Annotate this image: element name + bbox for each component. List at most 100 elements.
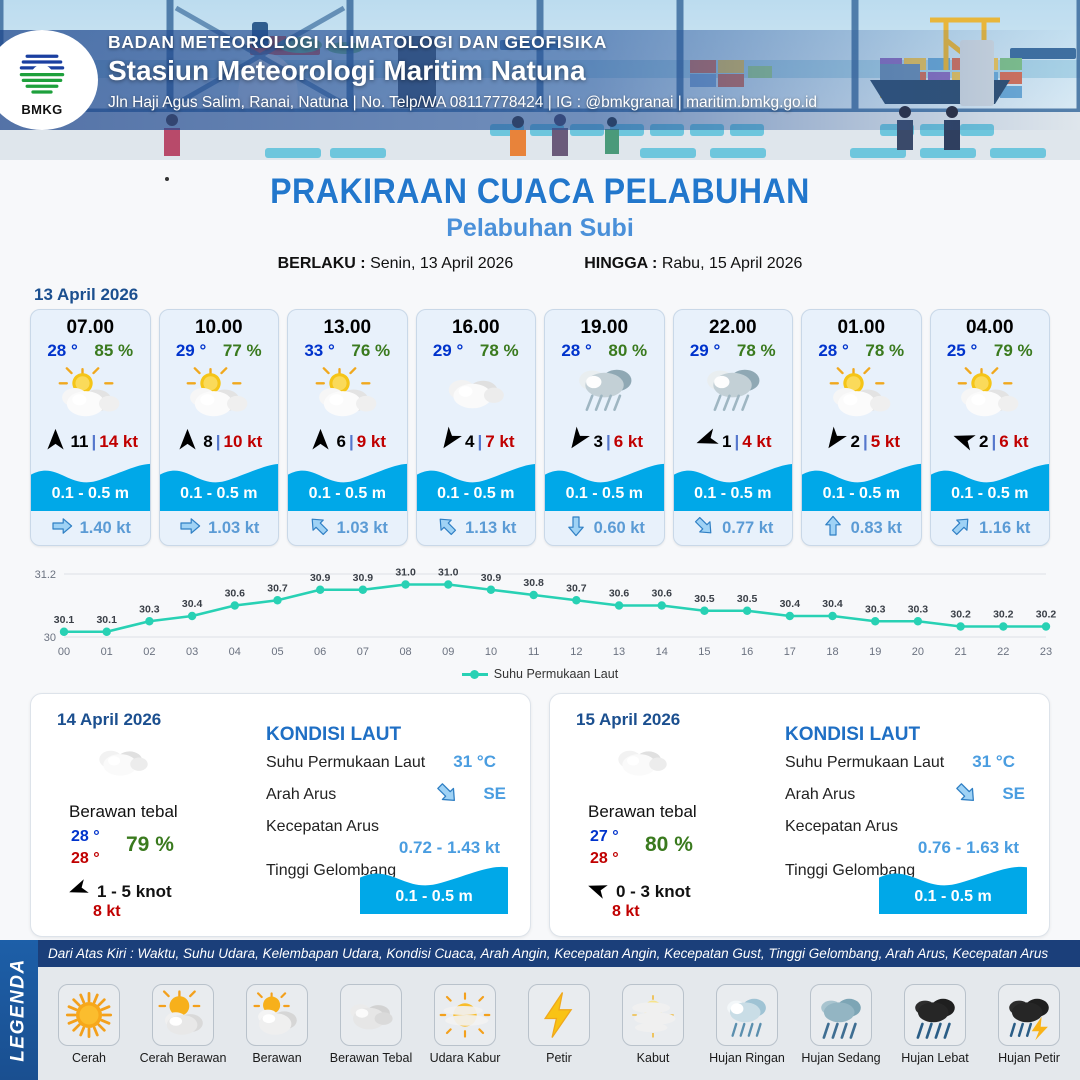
daily-current-arrow-icon — [434, 780, 460, 811]
current-speed-value: 0.72 - 1.43 kt — [398, 838, 500, 857]
svg-text:08: 08 — [399, 646, 411, 658]
svg-text:30.2: 30.2 — [993, 609, 1014, 621]
forecast-card[interactable]: 04.00 25 ° 79 % 2 | 6 kt — [929, 309, 1050, 546]
weather-icon — [31, 361, 150, 425]
card-time: 19.00 — [580, 317, 629, 338]
legend-line-swatch — [461, 669, 488, 679]
svg-text:23: 23 — [1040, 646, 1052, 658]
current-direction-arrow-icon — [821, 514, 845, 543]
wave-height-label: Tinggi Gelombang — [785, 862, 916, 879]
chart-legend-label: Suhu Permukaan Laut — [493, 667, 619, 681]
legend-item: Cerah — [44, 984, 134, 1065]
current-direction-label: Arah Arus — [785, 786, 856, 803]
card-temperature: 28 ° — [818, 341, 849, 360]
card-humidity: 78 % — [736, 341, 776, 360]
card-time: 04.00 — [965, 317, 1014, 338]
card-time: 16.00 — [451, 317, 500, 338]
daily-wind-range: 0 - 3 knot — [616, 881, 691, 901]
card-humidity: 78 % — [865, 341, 905, 360]
gust-speed: 9 kt — [356, 432, 387, 451]
svg-text:16: 16 — [741, 646, 753, 658]
current-direction-arrow-icon — [949, 514, 973, 543]
legend-item-label: Cerah Berawan — [139, 1051, 227, 1065]
daily-temp-min: 27 ° — [590, 828, 619, 845]
daily-wind: 0 - 3 knot — [586, 878, 691, 905]
current-speed: 0.77 kt — [722, 518, 774, 537]
svg-text:07: 07 — [357, 646, 369, 658]
card-humidity: 76 % — [351, 341, 391, 360]
weather-icon — [160, 361, 279, 425]
page-subtitle: Pelabuhan Subi — [446, 214, 634, 242]
daily-forecast-card[interactable]: 14 April 2026 Berawan tebal 28 ° 28 ° 79… — [30, 693, 531, 937]
wind-direction-arrow-icon — [308, 427, 333, 457]
svg-text:30.2: 30.2 — [1036, 609, 1057, 621]
card-time: 22.00 — [708, 317, 757, 338]
current-direction-label: Arah Arus — [266, 786, 337, 803]
svg-text:06: 06 — [314, 646, 326, 658]
svg-text:31.0: 31.0 — [438, 567, 459, 579]
daily-current-arrow-icon — [953, 780, 979, 811]
current-direction-arrow-icon — [307, 514, 331, 543]
fog-icon — [622, 984, 684, 1046]
title-block: PRAKIRAAN CUACA PELABUHAN Pelabuhan Subi… — [0, 172, 1080, 273]
card-wave: 0.1 - 0.5 m — [288, 459, 407, 511]
svg-text:30: 30 — [44, 632, 56, 644]
forecast-card[interactable]: 07.00 28 ° 85 % 11 | 14 kt — [30, 309, 151, 546]
svg-text:19: 19 — [869, 646, 881, 658]
sun-cloud-icon — [246, 984, 308, 1046]
wind-separator: | — [215, 432, 221, 451]
card-wind: 11 | 14 kt — [31, 425, 150, 459]
forecast-card[interactable]: 01.00 28 ° 78 % 2 | 5 kt — [801, 309, 922, 546]
svg-text:30.8: 30.8 — [523, 577, 544, 589]
daily-forecast-card[interactable]: 15 April 2026 Berawan tebal 27 ° 28 ° 80… — [549, 693, 1050, 937]
daily-wind: 1 - 5 knot — [67, 878, 172, 905]
svg-text:13: 13 — [613, 646, 625, 658]
card-time: 07.00 — [66, 317, 115, 338]
wave-height: 0.1 - 0.5 m — [180, 485, 258, 502]
card-humidity: 85 % — [94, 341, 134, 360]
svg-text:31.0: 31.0 — [395, 567, 416, 579]
legend-item: Kabut — [608, 984, 698, 1065]
card-current: 0.60 kt — [545, 511, 664, 545]
forecast-card[interactable]: 16.00 29 ° 78 % 4 | 7 kt 0.1 - 0.5 m — [415, 309, 536, 546]
current-speed: 1.03 kt — [336, 518, 388, 537]
card-wave: 0.1 - 0.5 m — [416, 459, 536, 511]
legend-item: Berawan Tebal — [326, 984, 416, 1065]
card-current: 1.16 kt — [931, 511, 1050, 545]
forecast-card[interactable]: 19.00 28 ° 80 % 3 | 6 kt 0.1 - 0.5 m — [544, 309, 665, 546]
forecast-card[interactable]: 13.00 33 ° 76 % 6 | 9 kt — [287, 309, 408, 546]
legend-item-label: Udara Kabur — [429, 1051, 501, 1065]
legend-section: LEGENDA Dari Atas Kiri : Waktu, Suhu Uda… — [0, 940, 1080, 1080]
svg-text:30.1: 30.1 — [96, 614, 117, 626]
card-time: 10.00 — [194, 317, 243, 338]
legend-item: Hujan Ringan — [702, 984, 792, 1065]
svg-text:15: 15 — [698, 646, 710, 658]
wind-speed: 2 — [850, 432, 860, 451]
wind-direction-arrow-icon — [822, 426, 848, 457]
legend-item: Udara Kabur — [420, 984, 510, 1065]
sst-chart: 31.2 30 30.1 00 30.1 01 30.3 02 30.4 03 30.6 04 30.7… — [0, 558, 1080, 663]
legend-item-label: Berawan — [252, 1051, 302, 1065]
weather-icon — [417, 361, 536, 425]
legend-item-label: Berawan Tebal — [329, 1051, 413, 1065]
sea-conditions-title: KONDISI LAUT — [785, 724, 921, 745]
gust-speed: 6 kt — [999, 432, 1029, 451]
svg-text:30.6: 30.6 — [652, 588, 673, 600]
sst-chart-svg: 31.2 30 30.1 00 30.1 01 30.3 02 30.4 03 30.6 04 30.7… — [35, 567, 1057, 659]
svg-text:00: 00 — [58, 646, 70, 658]
current-direction-value: SE — [483, 784, 506, 803]
wind-speed: 4 — [464, 432, 475, 451]
forecast-card[interactable]: 10.00 29 ° 77 % 8 | 10 kt — [158, 309, 279, 546]
legend-item: Hujan Sedang — [796, 984, 886, 1065]
daily-temp-max: 28 ° — [590, 850, 619, 867]
card-wind: 2 | 6 kt — [931, 425, 1050, 459]
svg-text:30.3: 30.3 — [865, 603, 886, 615]
wind-separator: | — [734, 432, 740, 451]
forecast-card[interactable]: 22.00 29 ° 78 % 1 | 4 kt 0.1 - 0.5 m — [672, 309, 793, 546]
current-speed: 1.40 kt — [79, 518, 131, 537]
svg-text:14: 14 — [656, 646, 668, 658]
daily-date: 15 April 2026 — [576, 710, 681, 729]
sst-value: 31 °C — [453, 752, 496, 771]
current-speed-label: Kecepatan Arus — [785, 818, 898, 835]
header-overlay — [0, 30, 1080, 130]
